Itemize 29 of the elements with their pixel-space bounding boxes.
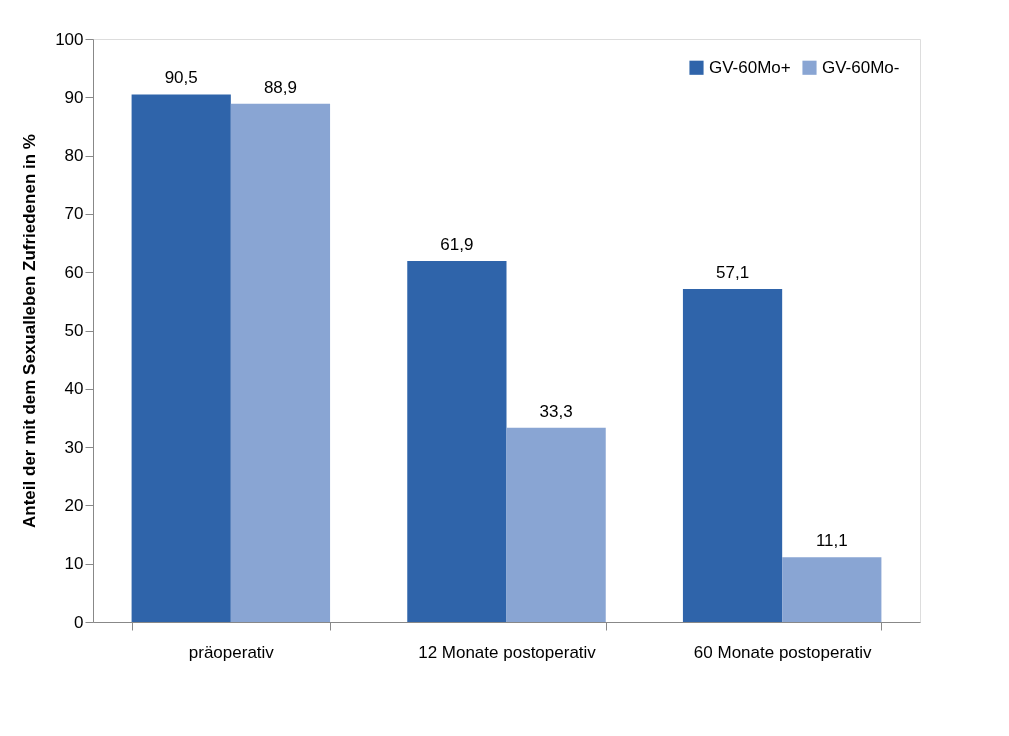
bar bbox=[407, 261, 507, 622]
y-tick-label: 0 bbox=[74, 612, 84, 632]
bar bbox=[782, 557, 882, 622]
y-tick-label: 30 bbox=[64, 437, 84, 457]
y-tick-label: 50 bbox=[64, 321, 84, 340]
bar bbox=[682, 289, 783, 622]
bar bbox=[230, 103, 331, 622]
data-label: 61,9 bbox=[440, 235, 474, 255]
y-tick-label: 60 bbox=[64, 262, 84, 282]
x-tick-label: 60 Monate postoperativ bbox=[693, 642, 872, 662]
legend-label: GV-60Mo+ bbox=[709, 57, 791, 77]
y-tick-label: 80 bbox=[64, 146, 84, 166]
data-label: 33,3 bbox=[539, 401, 573, 421]
y-tick-label: 40 bbox=[64, 379, 84, 399]
data-label: 90,5 bbox=[164, 68, 198, 88]
x-tick-label: präoperativ bbox=[188, 642, 275, 662]
y-tick-label: 90 bbox=[64, 87, 84, 107]
y-tick-label: 70 bbox=[64, 204, 84, 224]
legend-label: GV-60Mo- bbox=[822, 57, 900, 77]
x-tick-label: 12 Monate postoperativ bbox=[418, 642, 597, 662]
data-label: 57,1 bbox=[716, 263, 750, 283]
bar bbox=[131, 94, 231, 622]
y-axis-title: Anteil der mit dem Sexualleben Zufriedenen in % bbox=[20, 134, 40, 528]
data-label: 88,9 bbox=[263, 77, 297, 97]
y-tick-label: 10 bbox=[64, 554, 84, 574]
y-tick-label: 20 bbox=[64, 495, 84, 515]
y-tick-label: 100 bbox=[55, 29, 84, 49]
data-label: 11,1 bbox=[815, 531, 848, 551]
bar bbox=[506, 427, 606, 622]
